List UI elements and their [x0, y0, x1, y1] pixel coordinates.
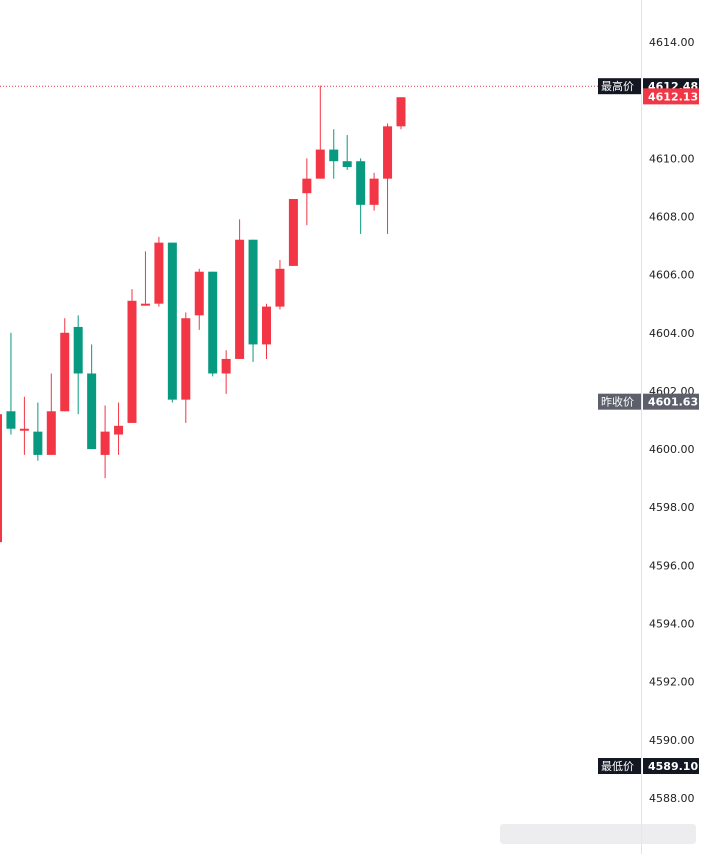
candles-layer: [0, 85, 406, 543]
candle[interactable]: [248, 239, 258, 362]
candle[interactable]: [221, 350, 231, 394]
low-price-value-tag-text: 4589.10: [648, 760, 698, 773]
current-price-value-tag-box: [643, 88, 699, 105]
candle[interactable]: [356, 158, 366, 234]
candle-body: [235, 239, 245, 359]
candle[interactable]: [181, 312, 191, 423]
candle-body: [383, 126, 393, 179]
candle-body: [6, 411, 16, 429]
candle[interactable]: [19, 396, 29, 455]
prev-close-label-tag-text: 昨收价: [601, 395, 634, 409]
candle-body: [46, 411, 56, 455]
y-tick-label: 4614.00: [649, 36, 695, 49]
candle[interactable]: [60, 318, 70, 412]
low-price-value-tag: 4589.10: [643, 758, 699, 775]
candle[interactable]: [0, 414, 2, 543]
high-price-label-tag: 最高价: [598, 78, 641, 95]
current-price-value-tag-text: 4612.13: [648, 90, 698, 103]
candle-body: [0, 414, 2, 543]
candle-body: [60, 332, 70, 412]
candle-body: [329, 149, 339, 162]
y-tick-label: 4588.00: [649, 792, 695, 805]
y-tick-label: 4592.00: [649, 676, 695, 689]
candle[interactable]: [87, 344, 97, 450]
candle[interactable]: [383, 123, 393, 234]
candle[interactable]: [6, 332, 16, 435]
candle-body: [221, 358, 231, 374]
candle[interactable]: [315, 85, 325, 179]
candle[interactable]: [73, 315, 83, 415]
prev-close-value-tag: 4601.63: [643, 393, 699, 410]
candle-body: [302, 178, 312, 194]
candle[interactable]: [208, 271, 218, 377]
watermark: [500, 824, 696, 844]
candle[interactable]: [329, 129, 339, 179]
candle[interactable]: [33, 402, 43, 461]
candle-body: [167, 242, 177, 400]
candle-body: [87, 373, 97, 450]
candle-body: [194, 271, 204, 316]
low-price-label-tag-box: [598, 758, 641, 775]
candle[interactable]: [302, 158, 312, 226]
y-tick-label: 4594.00: [649, 618, 695, 631]
prev-close-value-tag-box: [643, 393, 699, 410]
candle[interactable]: [46, 373, 56, 455]
high-price-label-tag-box: [598, 78, 641, 95]
candle[interactable]: [342, 135, 352, 170]
prev-close-label-tag: 昨收价: [598, 393, 641, 410]
candle-body: [19, 428, 29, 431]
candle[interactable]: [262, 303, 271, 359]
y-tick-label: 4604.00: [649, 327, 695, 340]
candle-body: [127, 300, 137, 423]
low-price-label-tag-text: 最低价: [601, 760, 634, 773]
candle[interactable]: [140, 251, 150, 306]
watermark-block: [500, 824, 696, 844]
candle-body: [248, 239, 258, 345]
candle[interactable]: [127, 289, 137, 423]
candle-body: [100, 431, 110, 455]
current-price-value-tag: 4612.13: [643, 88, 699, 105]
candle-body: [181, 318, 191, 400]
candle[interactable]: [154, 236, 164, 307]
candle[interactable]: [100, 405, 110, 479]
low-price-label-tag: 最低价: [598, 758, 641, 775]
candle-body: [73, 326, 83, 374]
candle[interactable]: [275, 260, 285, 310]
low-price-value-tag-box: [643, 758, 699, 775]
candle-body: [342, 161, 352, 168]
candle-body: [315, 149, 325, 179]
y-tick-label: 4600.00: [649, 443, 695, 456]
high-price-label-tag-text: 最高价: [601, 79, 634, 93]
prev-close-label-tag-box: [598, 393, 641, 410]
candle-body: [275, 268, 285, 307]
y-tick-label: 4596.00: [649, 559, 695, 572]
candle[interactable]: [167, 242, 177, 403]
y-tick-label: 4598.00: [649, 501, 695, 514]
candle-body: [114, 425, 124, 435]
candle[interactable]: [114, 402, 124, 455]
candle-body: [369, 178, 379, 205]
y-tick-label: 4608.00: [649, 210, 695, 223]
candle-body: [396, 97, 406, 127]
candle[interactable]: [288, 199, 298, 266]
candle[interactable]: [235, 219, 245, 359]
candle-body: [154, 242, 164, 304]
price-axis[interactable]: 4614.004610.004608.004606.004604.004602.…: [649, 36, 695, 805]
candle-body: [356, 161, 366, 205]
y-tick-label: 4606.00: [649, 269, 695, 282]
candle-body: [140, 303, 150, 306]
candle-body: [208, 271, 218, 374]
candle[interactable]: [396, 97, 406, 130]
candle-body: [262, 306, 271, 345]
prev-close-value-tag-text: 4601.63: [648, 396, 698, 409]
candle-body: [33, 431, 43, 455]
y-tick-label: 4610.00: [649, 152, 695, 165]
y-tick-label: 4590.00: [649, 734, 695, 747]
candle-body: [288, 199, 298, 266]
candle[interactable]: [369, 172, 379, 211]
candle[interactable]: [194, 268, 204, 330]
